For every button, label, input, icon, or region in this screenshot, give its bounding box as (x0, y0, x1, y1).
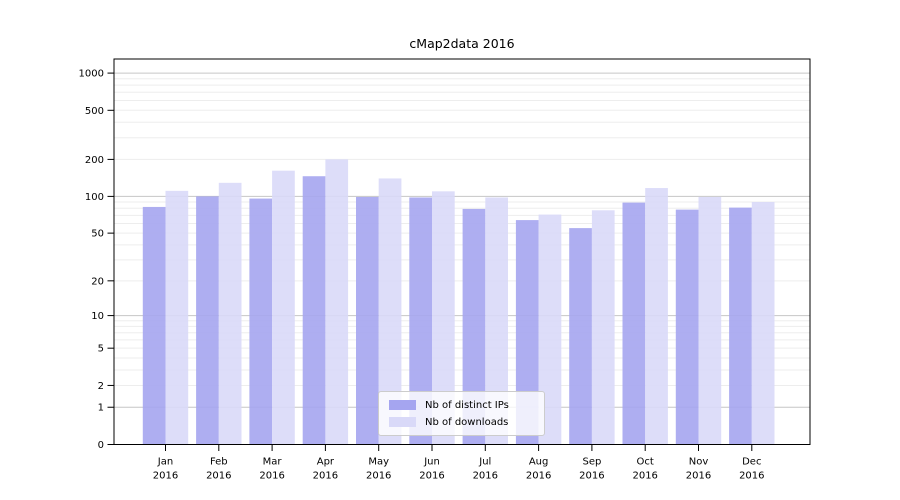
bar-nb-of-distinct-ips-sep (569, 228, 592, 445)
chart-title: cMap2data 2016 (409, 36, 515, 51)
x-tick-label-aug: Aug (529, 457, 549, 468)
x-tick-label-feb: Feb (210, 457, 228, 468)
bar-nb-of-downloads-sep (591, 210, 615, 445)
bar-nb-of-downloads-dec (751, 202, 775, 445)
bar-nb-of-distinct-ips-mar (249, 198, 273, 445)
legend-label-distinct-ips: Nb of distinct IPs (425, 399, 509, 411)
bar-nb-of-distinct-ips-may (356, 196, 379, 445)
x-tick-label-year-jul: 2016 (473, 471, 498, 482)
x-tick-label-year-aug: 2016 (526, 471, 551, 482)
bar-nb-of-distinct-ips-apr (302, 176, 326, 445)
y-tick-label-100: 100 (85, 192, 104, 203)
plot-border (113, 58, 811, 445)
x-tick-label-year-nov: 2016 (686, 471, 711, 482)
bar-nb-of-downloads-feb (218, 182, 242, 445)
x-tick-label-year-jan: 2016 (153, 471, 178, 482)
legend-item-distinct-ips: Nb of distinct IPs (389, 398, 536, 412)
y-tick-label-500: 500 (85, 106, 104, 117)
bar-nb-of-downloads-oct (645, 188, 668, 445)
y-tick-label-50: 50 (91, 229, 104, 240)
x-tick-label-apr: Apr (317, 457, 335, 468)
bar-nb-of-distinct-ips-jan (142, 206, 166, 445)
bar-nb-of-downloads-mar (272, 170, 295, 445)
bar-nb-of-downloads-apr (325, 159, 349, 445)
bar-nb-of-distinct-ips-dec (729, 207, 752, 445)
x-tick-label-mar: Mar (263, 457, 283, 468)
y-tick-label-10: 10 (91, 311, 104, 322)
x-tick-label-year-jun: 2016 (419, 471, 444, 482)
bar-nb-of-downloads-may (378, 178, 402, 445)
x-tick-label-jan: Jan (157, 457, 173, 468)
x-tick-label-oct: Oct (637, 457, 654, 468)
x-tick-label-sep: Sep (582, 457, 601, 468)
x-tick-label-nov: Nov (689, 457, 709, 468)
legend: Nb of distinct IPs Nb of downloads (378, 391, 545, 436)
y-tick-label-20: 20 (91, 276, 104, 287)
bar-nb-of-downloads-aug (538, 214, 562, 445)
y-tick-label-1000: 1000 (79, 69, 104, 80)
x-tick-label-jul: Jul (478, 457, 491, 468)
x-tick-label-year-apr: 2016 (313, 471, 338, 482)
x-tick-label-year-dec: 2016 (739, 471, 764, 482)
legend-item-downloads: Nb of downloads (389, 415, 536, 429)
x-tick-label-year-mar: 2016 (259, 471, 284, 482)
bar-nb-of-downloads-nov (698, 196, 722, 445)
y-tick-label-0: 0 (98, 440, 104, 451)
y-tick-label-2: 2 (98, 381, 104, 392)
x-tick-label-dec: Dec (742, 457, 761, 468)
bar-nb-of-downloads-jun (432, 191, 455, 445)
bar-nb-of-distinct-ips-feb (196, 196, 219, 445)
y-tick-label-200: 200 (85, 155, 104, 166)
bar-nb-of-distinct-ips-aug (515, 220, 539, 445)
legend-label-downloads: Nb of downloads (425, 416, 509, 428)
bar-nb-of-downloads-jul (485, 197, 508, 445)
x-tick-label-may: May (368, 457, 389, 468)
bar-nb-of-distinct-ips-jul (462, 208, 486, 445)
legend-swatch-downloads-icon (389, 417, 416, 427)
x-tick-label-year-feb: 2016 (206, 471, 231, 482)
x-tick-label-year-oct: 2016 (632, 471, 657, 482)
bar-nb-of-distinct-ips-jun (409, 197, 432, 445)
x-tick-label-jun: Jun (423, 457, 440, 468)
bar-nb-of-downloads-jan (165, 190, 189, 445)
bar-nb-of-distinct-ips-oct (622, 202, 646, 445)
x-tick-label-year-sep: 2016 (579, 471, 604, 482)
x-tick-label-year-may: 2016 (366, 471, 391, 482)
legend-swatch-distinct-ips-icon (389, 400, 416, 410)
y-tick-label-1: 1 (98, 403, 104, 414)
y-tick-label-5: 5 (98, 344, 104, 355)
bar-nb-of-distinct-ips-nov (675, 209, 699, 445)
